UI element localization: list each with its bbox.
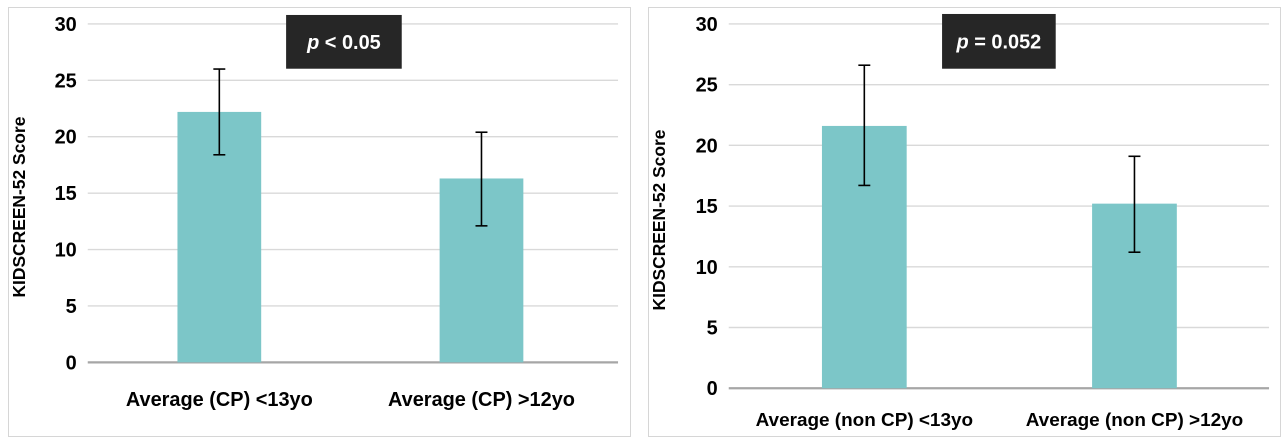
category-label: Average (CP) <13yo <box>126 389 313 411</box>
y-tick-label: 5 <box>707 317 718 339</box>
category-label: Average (non CP) >12yo <box>1026 410 1243 431</box>
y-tick-label: 20 <box>55 127 77 149</box>
bar-chart-svg: 0 5 10 15 20 25 30 Average (CP) <13yo Average (C… <box>9 14 619 411</box>
y-tick-label: 5 <box>66 296 77 318</box>
y-tick-label: 15 <box>55 183 77 205</box>
right-chart-panel: 0 5 10 15 20 25 30 Average (non CP) <13yo Averag… <box>648 7 1281 437</box>
p-value-box <box>286 14 402 69</box>
p-value-text: p < 0.05 <box>306 32 381 54</box>
category-label: Average (CP) >12yo <box>388 389 575 411</box>
left-chart-panel: 0 5 10 15 20 25 30 Average (CP) <13yo Average (C… <box>8 7 631 437</box>
y-tick-label: 0 <box>66 352 77 374</box>
y-axis-title: KIDSCREEN-52 Score <box>649 129 669 310</box>
p-value-box <box>942 13 1056 69</box>
y-tick-label: 10 <box>696 257 718 279</box>
p-value-text: p = 0.052 <box>956 31 1042 53</box>
y-tick-label: 20 <box>696 135 718 157</box>
y-tick-label: 25 <box>55 70 77 92</box>
y-tick-label: 30 <box>55 14 77 36</box>
category-label: Average (non CP) <13yo <box>756 410 973 431</box>
y-tick-label: 30 <box>696 14 718 36</box>
y-tick-label: 15 <box>696 196 718 218</box>
y-tick-label: 25 <box>696 75 718 97</box>
y-tick-label: 10 <box>55 240 77 262</box>
bar-chart-svg: 0 5 10 15 20 25 30 Average (non CP) <13yo Averag… <box>649 13 1270 431</box>
y-tick-label: 0 <box>707 378 718 400</box>
y-axis-title: KIDSCREEN-52 Score <box>9 116 29 297</box>
